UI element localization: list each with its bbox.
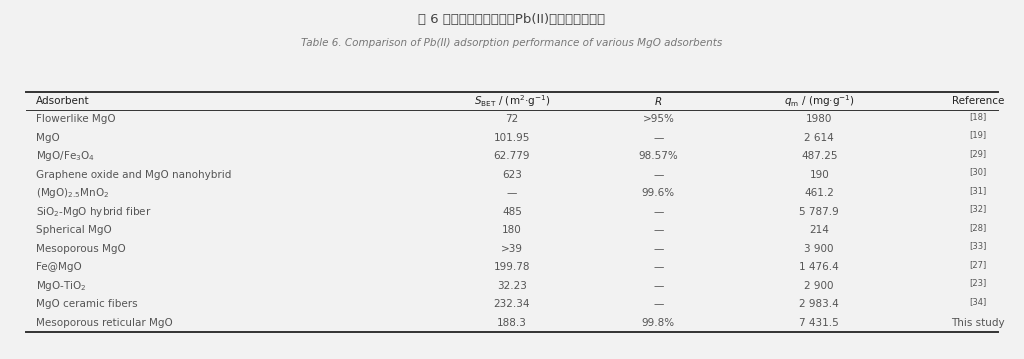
Text: —: —: [653, 133, 664, 143]
Text: 188.3: 188.3: [497, 318, 527, 328]
Text: Spherical MgO: Spherical MgO: [36, 225, 112, 235]
Text: —: —: [653, 281, 664, 291]
Text: 表 6 各种氧化镁吸附剂对Pb(II)吸附性能的比较: 表 6 各种氧化镁吸附剂对Pb(II)吸附性能的比较: [419, 13, 605, 25]
Text: [27]: [27]: [970, 260, 986, 269]
Text: SiO$_2$-MgO hybrid fiber: SiO$_2$-MgO hybrid fiber: [36, 205, 152, 219]
Text: 485: 485: [502, 207, 522, 217]
Text: 99.6%: 99.6%: [642, 188, 675, 198]
Text: Table 6. Comparison of Pb(II) adsorption performance of various MgO adsorbents: Table 6. Comparison of Pb(II) adsorption…: [301, 38, 723, 48]
Text: This study: This study: [951, 318, 1005, 328]
Text: 214: 214: [809, 225, 829, 235]
Text: [29]: [29]: [970, 149, 986, 158]
Text: Flowerlike MgO: Flowerlike MgO: [36, 114, 116, 124]
Text: MgO/Fe$_3$O$_4$: MgO/Fe$_3$O$_4$: [36, 149, 95, 163]
Text: 2 900: 2 900: [805, 281, 834, 291]
Text: 98.57%: 98.57%: [639, 151, 678, 161]
Text: Mesoporous reticular MgO: Mesoporous reticular MgO: [36, 318, 173, 328]
Text: MgO: MgO: [36, 133, 59, 143]
Text: —: —: [653, 225, 664, 235]
Text: [19]: [19]: [970, 131, 986, 140]
Text: —: —: [653, 244, 664, 254]
Text: [33]: [33]: [970, 242, 986, 251]
Text: MgO-TiO$_2$: MgO-TiO$_2$: [36, 279, 87, 293]
Text: 180: 180: [502, 225, 522, 235]
Text: 62.779: 62.779: [494, 151, 530, 161]
Text: 1 476.4: 1 476.4: [800, 262, 839, 272]
Text: 72: 72: [506, 114, 518, 124]
Text: (MgO)$_{2.5}$MnO$_2$: (MgO)$_{2.5}$MnO$_2$: [36, 186, 110, 200]
Text: 487.25: 487.25: [801, 151, 838, 161]
Text: 99.8%: 99.8%: [642, 318, 675, 328]
Text: $R$: $R$: [654, 95, 663, 107]
Text: 1980: 1980: [806, 114, 833, 124]
Text: >95%: >95%: [642, 114, 675, 124]
Text: $q_{\mathrm{m}}$ / (mg·g$^{-1}$): $q_{\mathrm{m}}$ / (mg·g$^{-1}$): [783, 93, 855, 109]
Text: MgO ceramic fibers: MgO ceramic fibers: [36, 299, 137, 309]
Text: [34]: [34]: [970, 297, 986, 306]
Text: —: —: [653, 299, 664, 309]
Text: 32.23: 32.23: [497, 281, 527, 291]
Text: [30]: [30]: [970, 168, 986, 177]
Text: Mesoporous MgO: Mesoporous MgO: [36, 244, 126, 254]
Text: [18]: [18]: [970, 112, 986, 121]
Text: 190: 190: [809, 170, 829, 180]
Text: 3 900: 3 900: [805, 244, 834, 254]
Text: 232.34: 232.34: [494, 299, 530, 309]
Text: Reference: Reference: [951, 96, 1005, 106]
Text: 2 983.4: 2 983.4: [800, 299, 839, 309]
Text: —: —: [653, 170, 664, 180]
Text: Graphene oxide and MgO nanohybrid: Graphene oxide and MgO nanohybrid: [36, 170, 231, 180]
Text: 2 614: 2 614: [804, 133, 835, 143]
Text: 5 787.9: 5 787.9: [800, 207, 839, 217]
Text: —: —: [507, 188, 517, 198]
Text: 461.2: 461.2: [804, 188, 835, 198]
Text: $S_{\mathrm{BET}}$ / (m$^{2}$·g$^{-1}$): $S_{\mathrm{BET}}$ / (m$^{2}$·g$^{-1}$): [474, 93, 550, 109]
Text: [31]: [31]: [970, 186, 986, 195]
Text: 623: 623: [502, 170, 522, 180]
Text: —: —: [653, 262, 664, 272]
Text: Fe@MgO: Fe@MgO: [36, 262, 82, 272]
Text: 199.78: 199.78: [494, 262, 530, 272]
Text: 7 431.5: 7 431.5: [800, 318, 839, 328]
Text: >39: >39: [501, 244, 523, 254]
Text: —: —: [653, 207, 664, 217]
Text: 101.95: 101.95: [494, 133, 530, 143]
Text: [23]: [23]: [970, 279, 986, 288]
Text: Adsorbent: Adsorbent: [36, 96, 89, 106]
Text: [32]: [32]: [970, 205, 986, 214]
Text: [28]: [28]: [970, 223, 986, 232]
